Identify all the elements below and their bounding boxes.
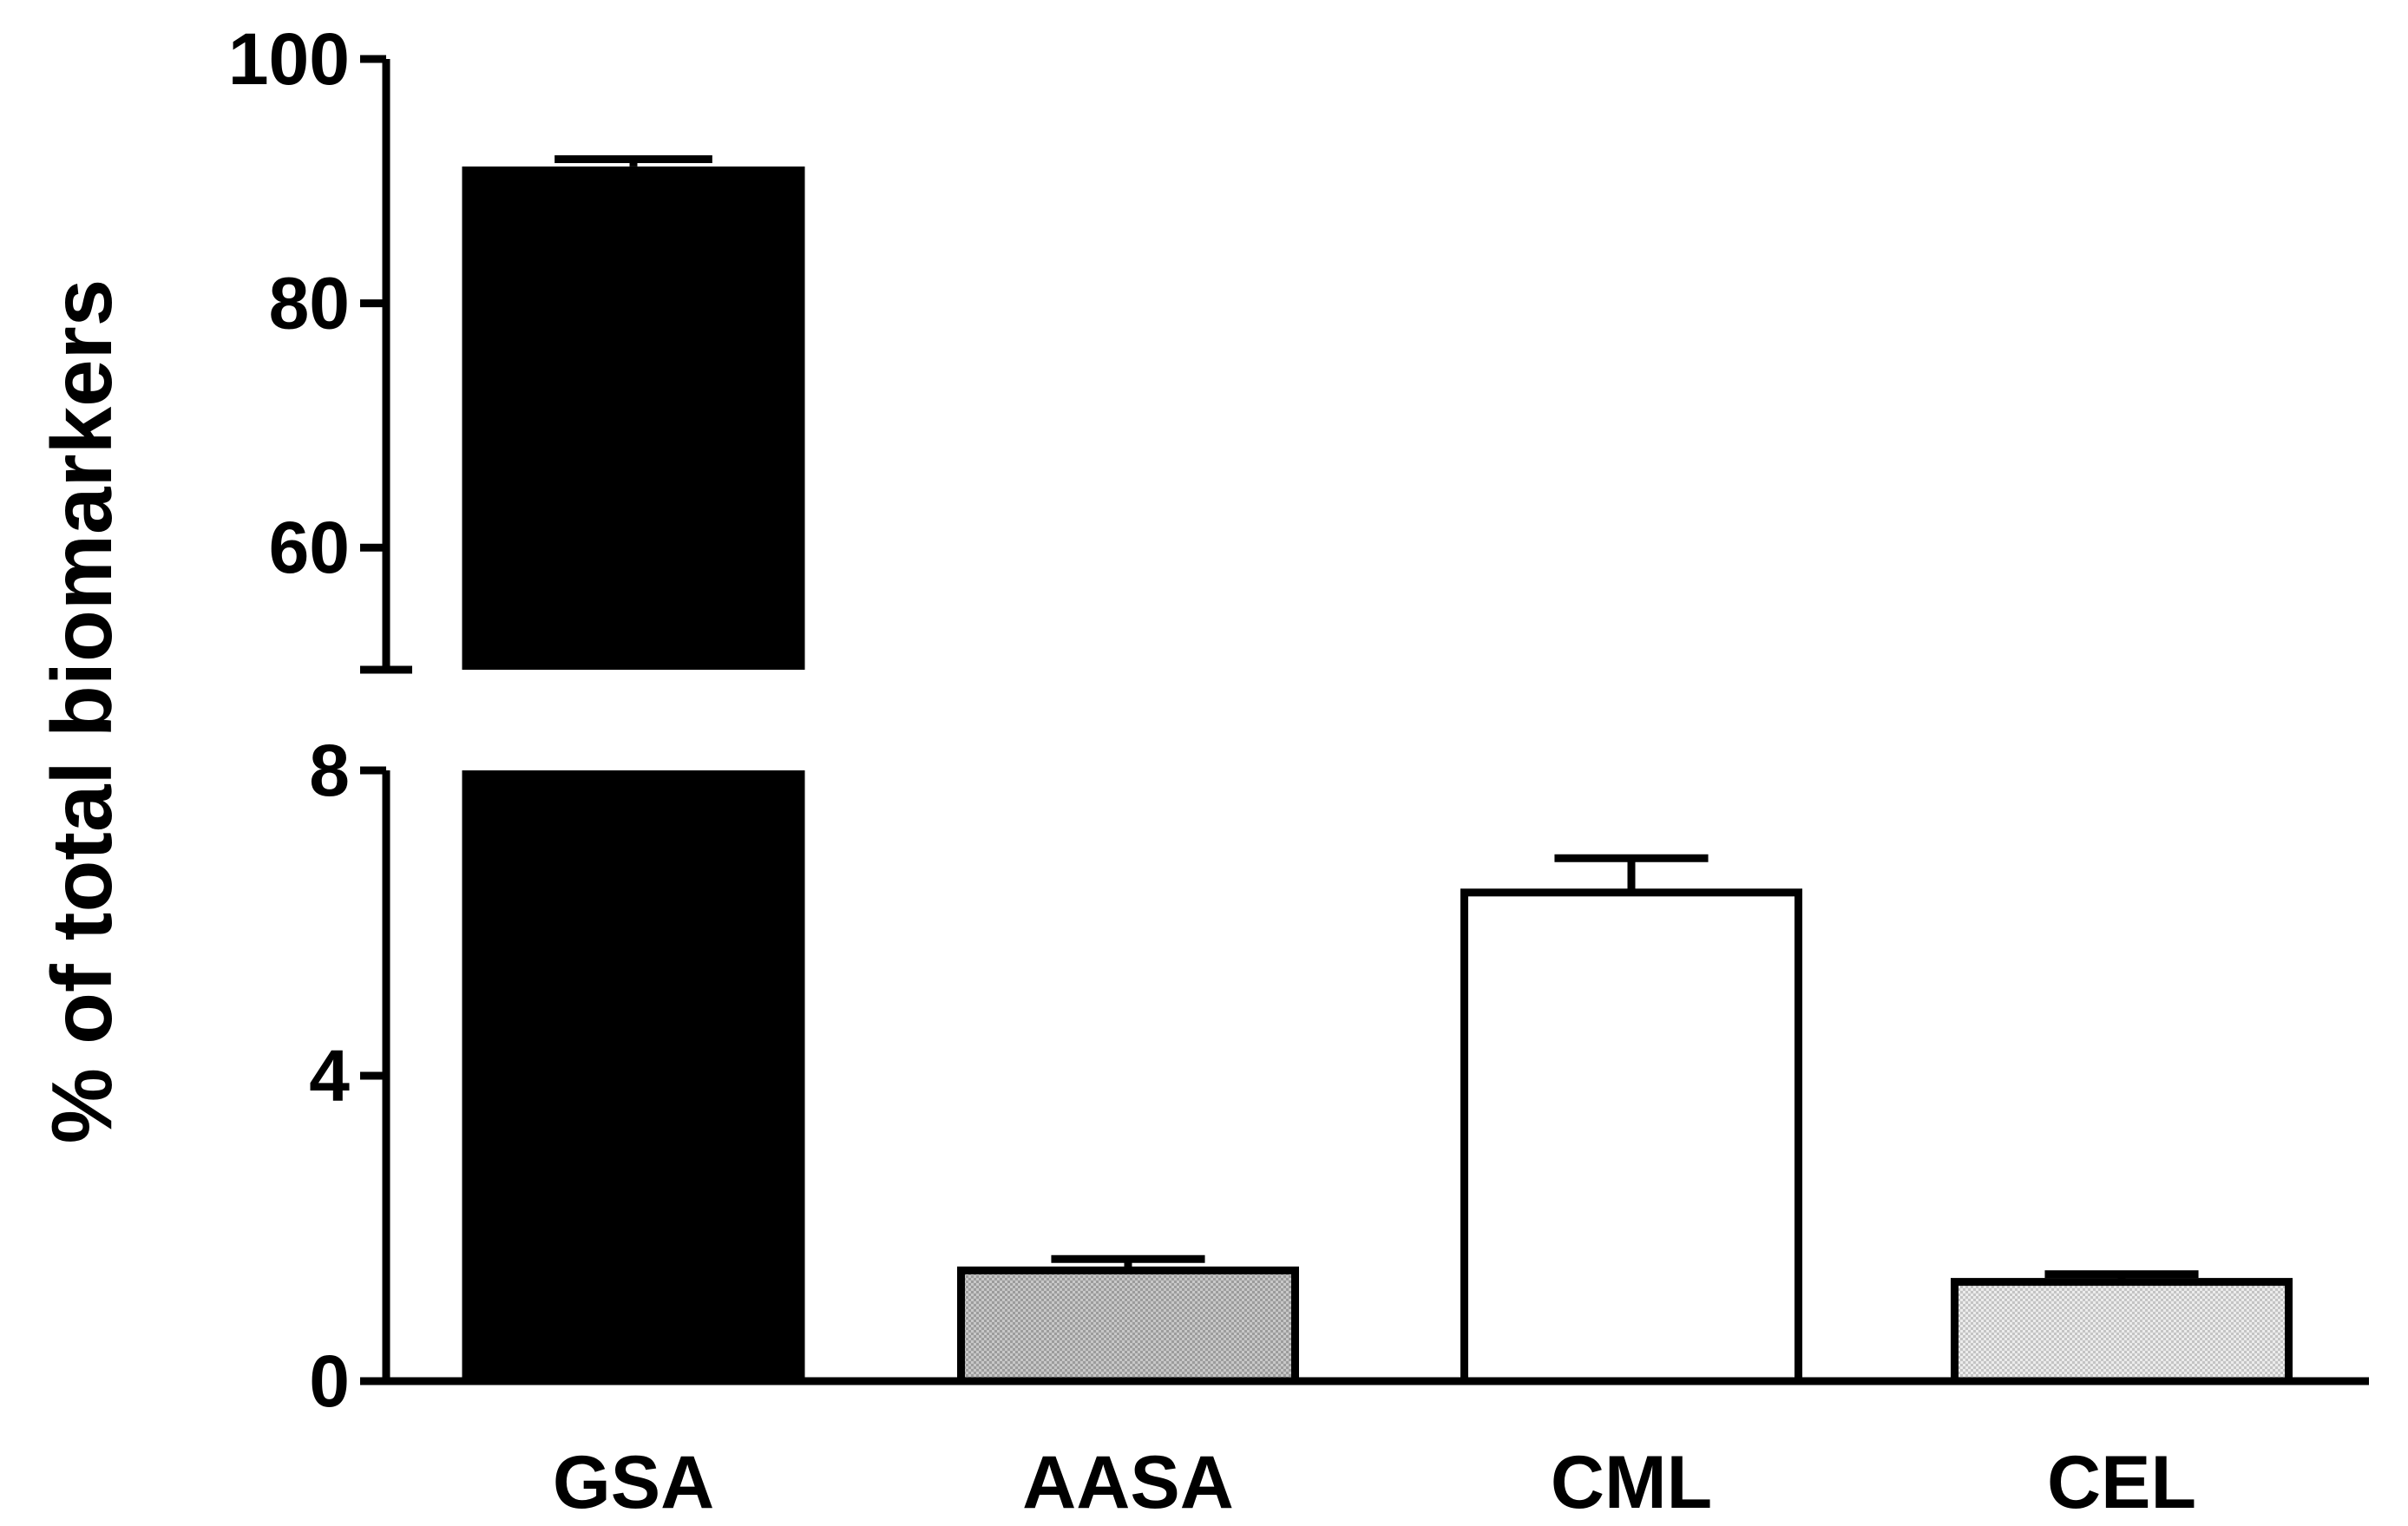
y-axis-title: % of total biomarkers <box>34 279 129 1144</box>
bar-cml <box>1460 888 1802 1385</box>
y-tick-label-8: 8 <box>309 730 350 811</box>
x-tick-label-cel: CEL <box>2047 1441 2196 1524</box>
bar-aasa <box>957 1266 1299 1385</box>
x-tick-label-gsa: GSA <box>553 1441 714 1524</box>
y-tick-label-4: 4 <box>309 1035 350 1117</box>
y-tick-label-80: 80 <box>269 263 350 344</box>
x-tick-label-aasa: AASA <box>1022 1441 1234 1524</box>
y-tick-label-100: 100 <box>228 18 350 100</box>
y-tick-label-0: 0 <box>309 1340 350 1422</box>
bars: GSA AASA CML CEL <box>462 154 2293 1524</box>
axes: 0 4 8 60 80 100 <box>228 18 2369 1422</box>
x-tick-label-cml: CML <box>1551 1441 1712 1524</box>
bar-cel <box>1951 1278 2293 1385</box>
bar-gsa-upper <box>462 166 805 671</box>
bar-gsa-lower <box>462 770 805 1381</box>
y-tick-label-60: 60 <box>269 507 350 588</box>
